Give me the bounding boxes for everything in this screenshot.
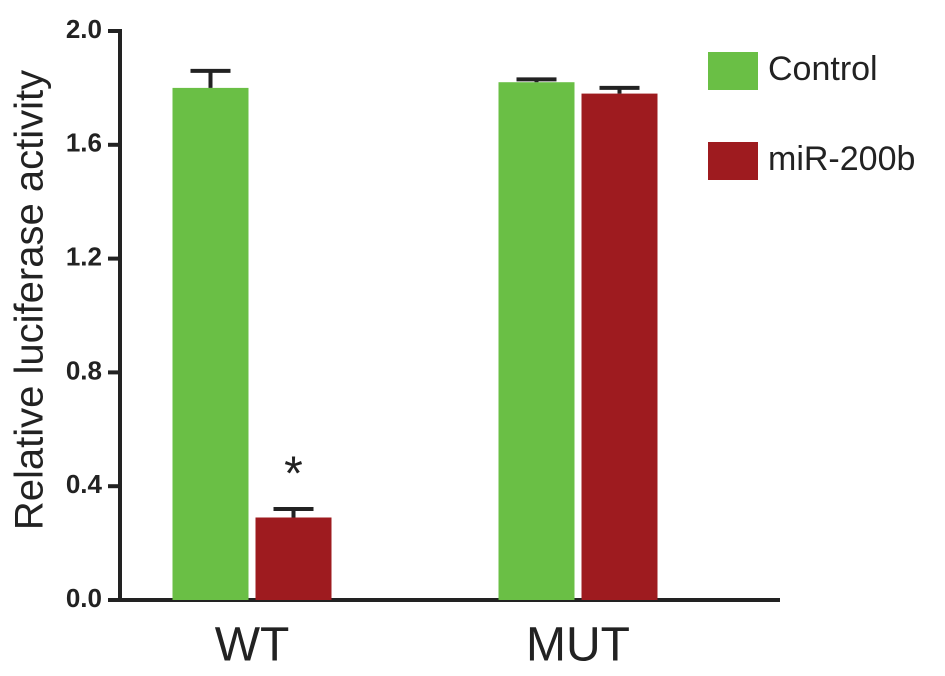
error-bar — [273, 506, 314, 518]
legend-label: miR-200b — [768, 140, 915, 178]
bar — [172, 87, 249, 600]
y-tick-label: 1.6 — [66, 128, 102, 158]
y-tick-label: 0.8 — [66, 355, 102, 385]
y-tick-label: 1.2 — [66, 241, 102, 271]
error-bar — [190, 68, 231, 88]
annotation: * — [284, 448, 303, 501]
x-tick-label: MUT — [526, 619, 630, 672]
y-axis-label: Relative luciferase activity — [8, 70, 52, 530]
y-tick-label: 0.4 — [66, 469, 103, 499]
bar — [498, 82, 575, 600]
legend-label: Control — [768, 50, 878, 88]
error-bar — [599, 85, 640, 94]
legend-swatch — [708, 52, 758, 90]
y-tick-label: 2.0 — [66, 14, 102, 44]
error-bar — [516, 77, 557, 83]
x-tick-label: WT — [215, 619, 290, 672]
bar — [255, 517, 332, 600]
legend-swatch — [708, 142, 758, 180]
bar — [581, 93, 658, 600]
y-tick-label: 0.0 — [66, 583, 102, 613]
